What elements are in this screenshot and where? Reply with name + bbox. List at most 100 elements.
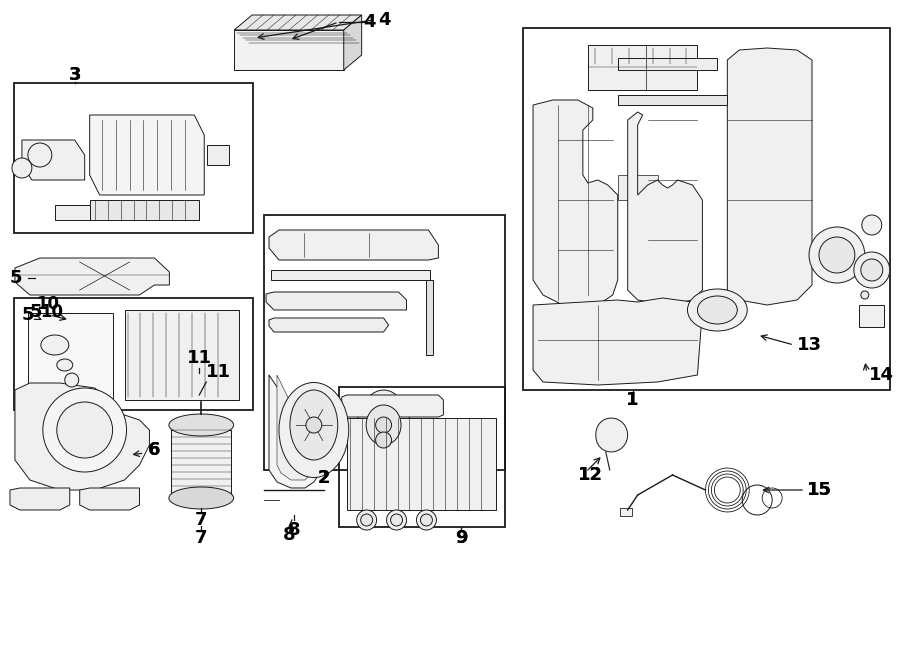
Text: 6: 6 [148, 441, 160, 459]
Bar [620, 508, 632, 516]
Polygon shape [277, 375, 313, 480]
Bar [638, 205, 672, 227]
Text: 4: 4 [379, 11, 392, 29]
Circle shape [361, 514, 373, 526]
Text: 2: 2 [318, 469, 330, 487]
Bar [737, 65, 802, 110]
Circle shape [57, 402, 112, 458]
Polygon shape [80, 488, 140, 510]
Ellipse shape [279, 383, 348, 477]
Ellipse shape [290, 390, 338, 460]
Text: 15: 15 [807, 481, 832, 499]
Polygon shape [77, 440, 92, 454]
Circle shape [65, 373, 78, 387]
Polygon shape [269, 318, 389, 332]
Polygon shape [533, 298, 702, 385]
Circle shape [28, 143, 52, 167]
Polygon shape [271, 270, 430, 280]
Ellipse shape [40, 335, 68, 355]
Polygon shape [617, 95, 727, 105]
Circle shape [417, 510, 436, 530]
Circle shape [387, 510, 407, 530]
Ellipse shape [698, 296, 737, 324]
Text: 5: 5 [30, 303, 42, 321]
Circle shape [12, 158, 32, 178]
Polygon shape [90, 200, 199, 220]
Bar [171, 430, 231, 498]
Polygon shape [269, 230, 438, 260]
Text: 5: 5 [22, 306, 34, 324]
Bar [617, 175, 658, 200]
Polygon shape [342, 395, 444, 417]
Text: 7: 7 [195, 511, 208, 529]
Polygon shape [617, 58, 717, 70]
Polygon shape [234, 15, 362, 30]
Text: 1: 1 [626, 391, 639, 409]
Ellipse shape [57, 359, 73, 371]
Bar [427, 280, 434, 355]
Polygon shape [727, 48, 812, 305]
Text: 11: 11 [187, 349, 212, 367]
Polygon shape [533, 100, 617, 305]
Bar [338, 387, 505, 527]
Circle shape [860, 291, 868, 299]
Text: 3: 3 [68, 66, 81, 84]
Polygon shape [22, 140, 85, 180]
Text: 12: 12 [579, 466, 603, 484]
Text: 8: 8 [283, 526, 295, 544]
Bar [264, 215, 505, 470]
Polygon shape [63, 408, 77, 423]
Text: 4: 4 [364, 13, 376, 31]
Polygon shape [269, 375, 320, 488]
Text: 9: 9 [455, 529, 468, 547]
Text: 5: 5 [9, 269, 22, 287]
Polygon shape [10, 488, 69, 510]
Circle shape [862, 215, 882, 235]
Circle shape [375, 432, 392, 448]
Text: 10: 10 [36, 295, 59, 313]
Text: 8: 8 [288, 521, 301, 539]
Text: 14: 14 [868, 366, 894, 384]
Polygon shape [596, 418, 627, 452]
Text: 2: 2 [318, 469, 330, 487]
Text: 7: 7 [195, 529, 208, 547]
Polygon shape [627, 112, 702, 305]
Circle shape [819, 237, 855, 273]
Polygon shape [356, 390, 411, 480]
Polygon shape [344, 15, 362, 70]
Circle shape [420, 514, 432, 526]
Polygon shape [61, 422, 75, 438]
Polygon shape [90, 115, 204, 195]
Polygon shape [346, 418, 496, 510]
Ellipse shape [169, 487, 234, 509]
Text: 3: 3 [68, 66, 81, 84]
Circle shape [43, 388, 127, 472]
Bar [523, 28, 890, 390]
Bar [124, 310, 239, 400]
Polygon shape [15, 383, 149, 490]
Ellipse shape [169, 414, 234, 436]
Polygon shape [55, 205, 90, 220]
Circle shape [809, 227, 865, 283]
Text: 13: 13 [797, 336, 822, 354]
Circle shape [306, 417, 322, 433]
Bar [588, 45, 698, 90]
Polygon shape [207, 145, 230, 165]
Text: 11: 11 [206, 363, 231, 381]
Bar [28, 313, 112, 398]
Circle shape [375, 417, 392, 433]
Polygon shape [15, 258, 169, 295]
Bar [737, 125, 802, 170]
Text: 6: 6 [148, 441, 160, 459]
Circle shape [854, 252, 890, 288]
Circle shape [356, 510, 376, 530]
Text: 9: 9 [455, 529, 468, 547]
Circle shape [860, 259, 883, 281]
Polygon shape [77, 406, 92, 420]
Polygon shape [92, 408, 107, 423]
Text: 15: 15 [807, 481, 832, 499]
Bar [859, 305, 884, 327]
Polygon shape [63, 437, 77, 452]
Polygon shape [94, 422, 109, 438]
Bar [14, 298, 253, 410]
